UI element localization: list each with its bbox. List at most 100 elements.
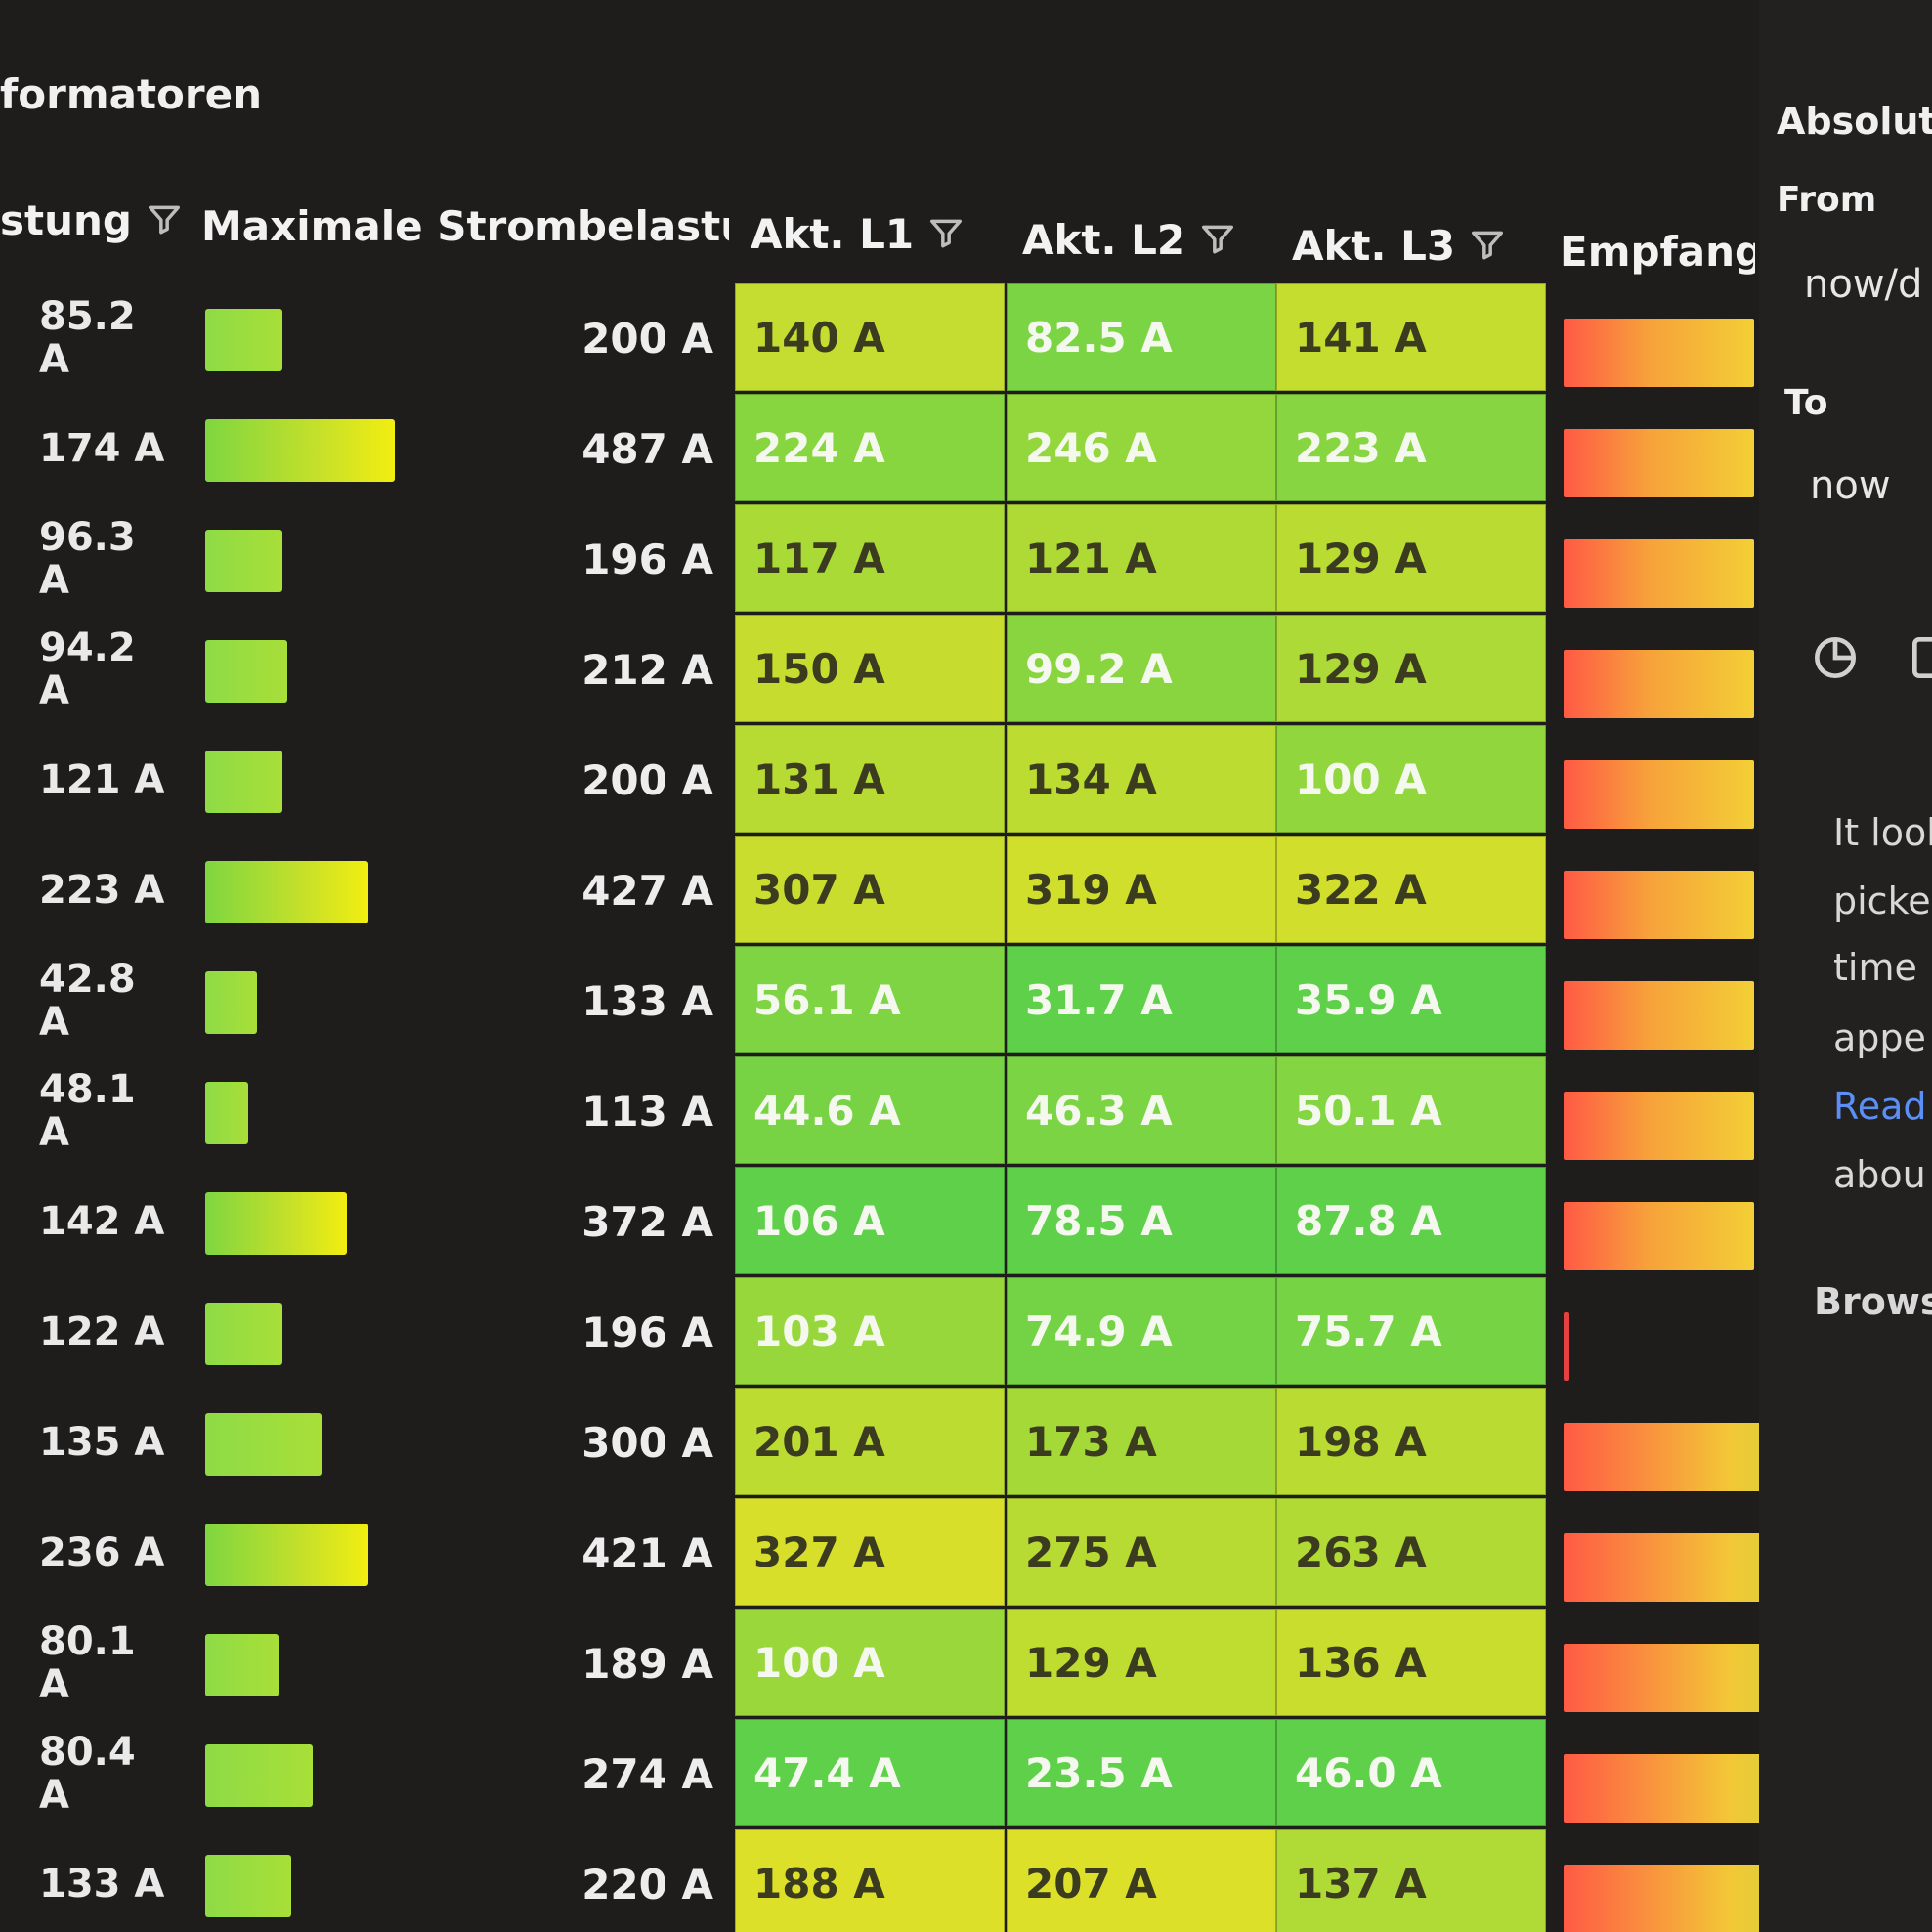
table-row: 48.1 A 113 A 44.6 A 46.3 A 50.1 A [0,1056,1932,1166]
browse-label: Brows [1814,1280,1932,1323]
load-bar [205,1634,279,1696]
phase-l3-cell: 198 A [1276,1388,1546,1495]
current-load-value: 85.2 A [39,294,136,382]
load-bar [205,640,287,703]
phase-l2-cell: 246 A [1007,394,1276,501]
to-input[interactable]: now [1810,463,1891,508]
from-input[interactable]: now/d [1804,262,1923,307]
reception-gauge [1564,429,1754,497]
table-row: 80.1 A 189 A 100 A 129 A 136 A [0,1609,1932,1718]
phase-l3-cell: 137 A [1276,1829,1546,1932]
phase-l2-cell: 82.5 A [1007,283,1276,391]
filter-icon[interactable] [927,214,965,253]
phase-l1-cell: 224 A [735,394,1005,501]
phase-l2-cell: 173 A [1007,1388,1276,1495]
current-load-value: 48.1 A [39,1067,136,1155]
phase-l3-cell: 129 A [1276,615,1546,722]
current-load-value: 236 A [39,1530,165,1575]
phase-l2-cell: 31.7 A [1007,946,1276,1053]
phase-l3-cell: 223 A [1276,394,1546,501]
phase-l3-cell: 322 A [1276,836,1546,943]
phase-l3-cell: 50.1 A [1276,1056,1546,1164]
load-bar [205,1192,347,1255]
load-bar [205,1303,282,1365]
phase-l1-cell: 47.4 A [735,1719,1005,1826]
current-load-value: 96.3 A [39,515,136,603]
load-bar [205,419,395,482]
phase-l1-cell: 131 A [735,725,1005,833]
phase-l3-cell: 141 A [1276,283,1546,391]
max-current-value: 427 A [581,866,713,915]
max-current-value: 372 A [581,1197,713,1246]
phase-l3-cell: 136 A [1276,1609,1546,1716]
info-line-2: picke [1833,880,1931,923]
reception-gauge [1564,539,1754,608]
table-row: 223 A 427 A 307 A 319 A 322 A [0,836,1932,945]
max-current-value: 133 A [581,976,713,1025]
column-header-l1[interactable]: Akt. L1 [751,199,1005,268]
phase-l2-cell: 121 A [1007,504,1276,612]
max-current-value: 196 A [581,535,713,583]
reception-gauge [1564,1092,1754,1160]
reception-gauge [1564,650,1754,718]
phase-l2-cell: 207 A [1007,1829,1276,1932]
table-row: 85.2 A 200 A 140 A 82.5 A 141 A [0,283,1932,393]
read-more-link[interactable]: Read [1833,1085,1927,1128]
column-header-l3-label: Akt. L3 [1292,221,1456,270]
current-load-value: 122 A [39,1309,165,1354]
load-bar [205,1524,368,1586]
phase-l3-cell: 87.8 A [1276,1167,1546,1274]
load-bar [205,309,282,371]
column-header-reception[interactable]: Empfangs [1560,217,1755,285]
phase-l3-cell: 46.0 A [1276,1719,1546,1826]
phase-l3-cell: 100 A [1276,725,1546,833]
copy-icon[interactable] [1906,630,1932,685]
phase-l1-cell: 106 A [735,1167,1005,1274]
filter-icon[interactable] [1469,226,1506,265]
table-row: 135 A 300 A 201 A 173 A 198 A [0,1388,1932,1497]
column-header-max[interactable]: Maximale Strombelastun [201,192,729,260]
calendar-icon[interactable] [1808,630,1863,685]
filter-icon[interactable] [146,200,183,239]
phase-l3-cell: 75.7 A [1276,1277,1546,1385]
current-load-value: 135 A [39,1420,165,1465]
column-header-current-label: stung [0,195,132,244]
table-row: 94.2 A 212 A 150 A 99.2 A 129 A [0,615,1932,724]
from-label: From [1777,180,1877,220]
reception-gauge [1564,1202,1754,1270]
max-current-value: 487 A [581,424,713,473]
time-picker-panel [1759,0,1932,1932]
column-header-reception-label: Empfangs [1560,227,1755,276]
load-bar [205,861,368,923]
phase-l2-cell: 275 A [1007,1498,1276,1606]
phase-l2-cell: 134 A [1007,725,1276,833]
column-header-l1-label: Akt. L1 [751,209,915,258]
table-row: 121 A 200 A 131 A 134 A 100 A [0,725,1932,835]
time-picker-title: Absolute [1777,100,1932,143]
panel-title: formatoren [0,70,262,118]
max-current-value: 200 A [581,755,713,804]
table-row: 133 A 220 A 188 A 207 A 137 A [0,1829,1932,1932]
column-header-current[interactable]: stung [0,186,195,254]
column-header-l3[interactable]: Akt. L3 [1292,211,1546,279]
phase-l1-cell: 103 A [735,1277,1005,1385]
table-row: 236 A 421 A 327 A 275 A 263 A [0,1498,1932,1608]
phase-l2-cell: 78.5 A [1007,1167,1276,1274]
phase-l2-cell: 74.9 A [1007,1277,1276,1385]
table-row: 174 A 487 A 224 A 246 A 223 A [0,394,1932,503]
column-header-l2[interactable]: Akt. L2 [1022,205,1276,274]
filter-icon[interactable] [1199,220,1236,259]
load-bar [205,1082,248,1144]
max-current-value: 274 A [581,1749,713,1798]
max-current-value: 212 A [581,645,713,694]
load-bar [205,751,282,813]
column-header-l2-label: Akt. L2 [1022,215,1186,264]
max-current-value: 113 A [581,1087,713,1136]
current-load-value: 94.2 A [39,625,136,713]
current-load-value: 223 A [39,868,165,913]
max-current-value: 196 A [581,1308,713,1356]
table-row: 42.8 A 133 A 56.1 A 31.7 A 35.9 A [0,946,1932,1055]
phase-l1-cell: 44.6 A [735,1056,1005,1164]
phase-l1-cell: 56.1 A [735,946,1005,1053]
